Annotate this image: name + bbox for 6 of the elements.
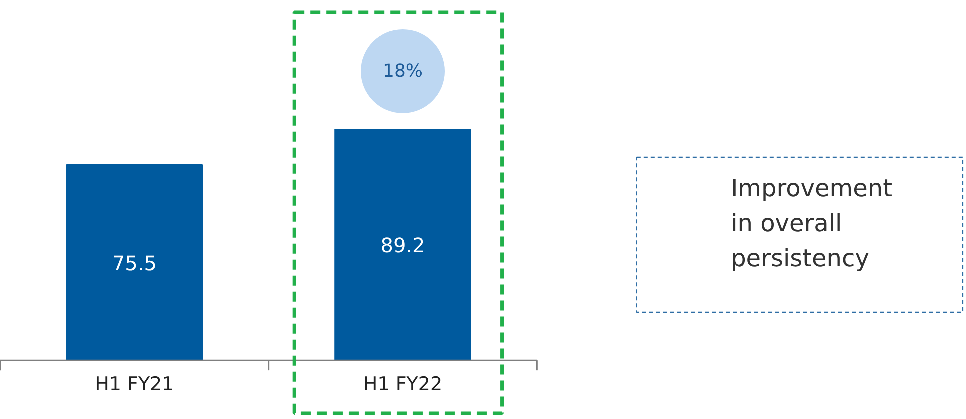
text: 18% xyxy=(382,60,424,82)
text: Improvement in overall persistency xyxy=(731,174,893,272)
x-tick-label: H1 FY22 xyxy=(363,374,443,396)
data-label: 89.2 xyxy=(380,234,426,258)
x-tick-label: H1 FY21 xyxy=(95,374,174,396)
data-label: 75.5 xyxy=(112,251,157,276)
